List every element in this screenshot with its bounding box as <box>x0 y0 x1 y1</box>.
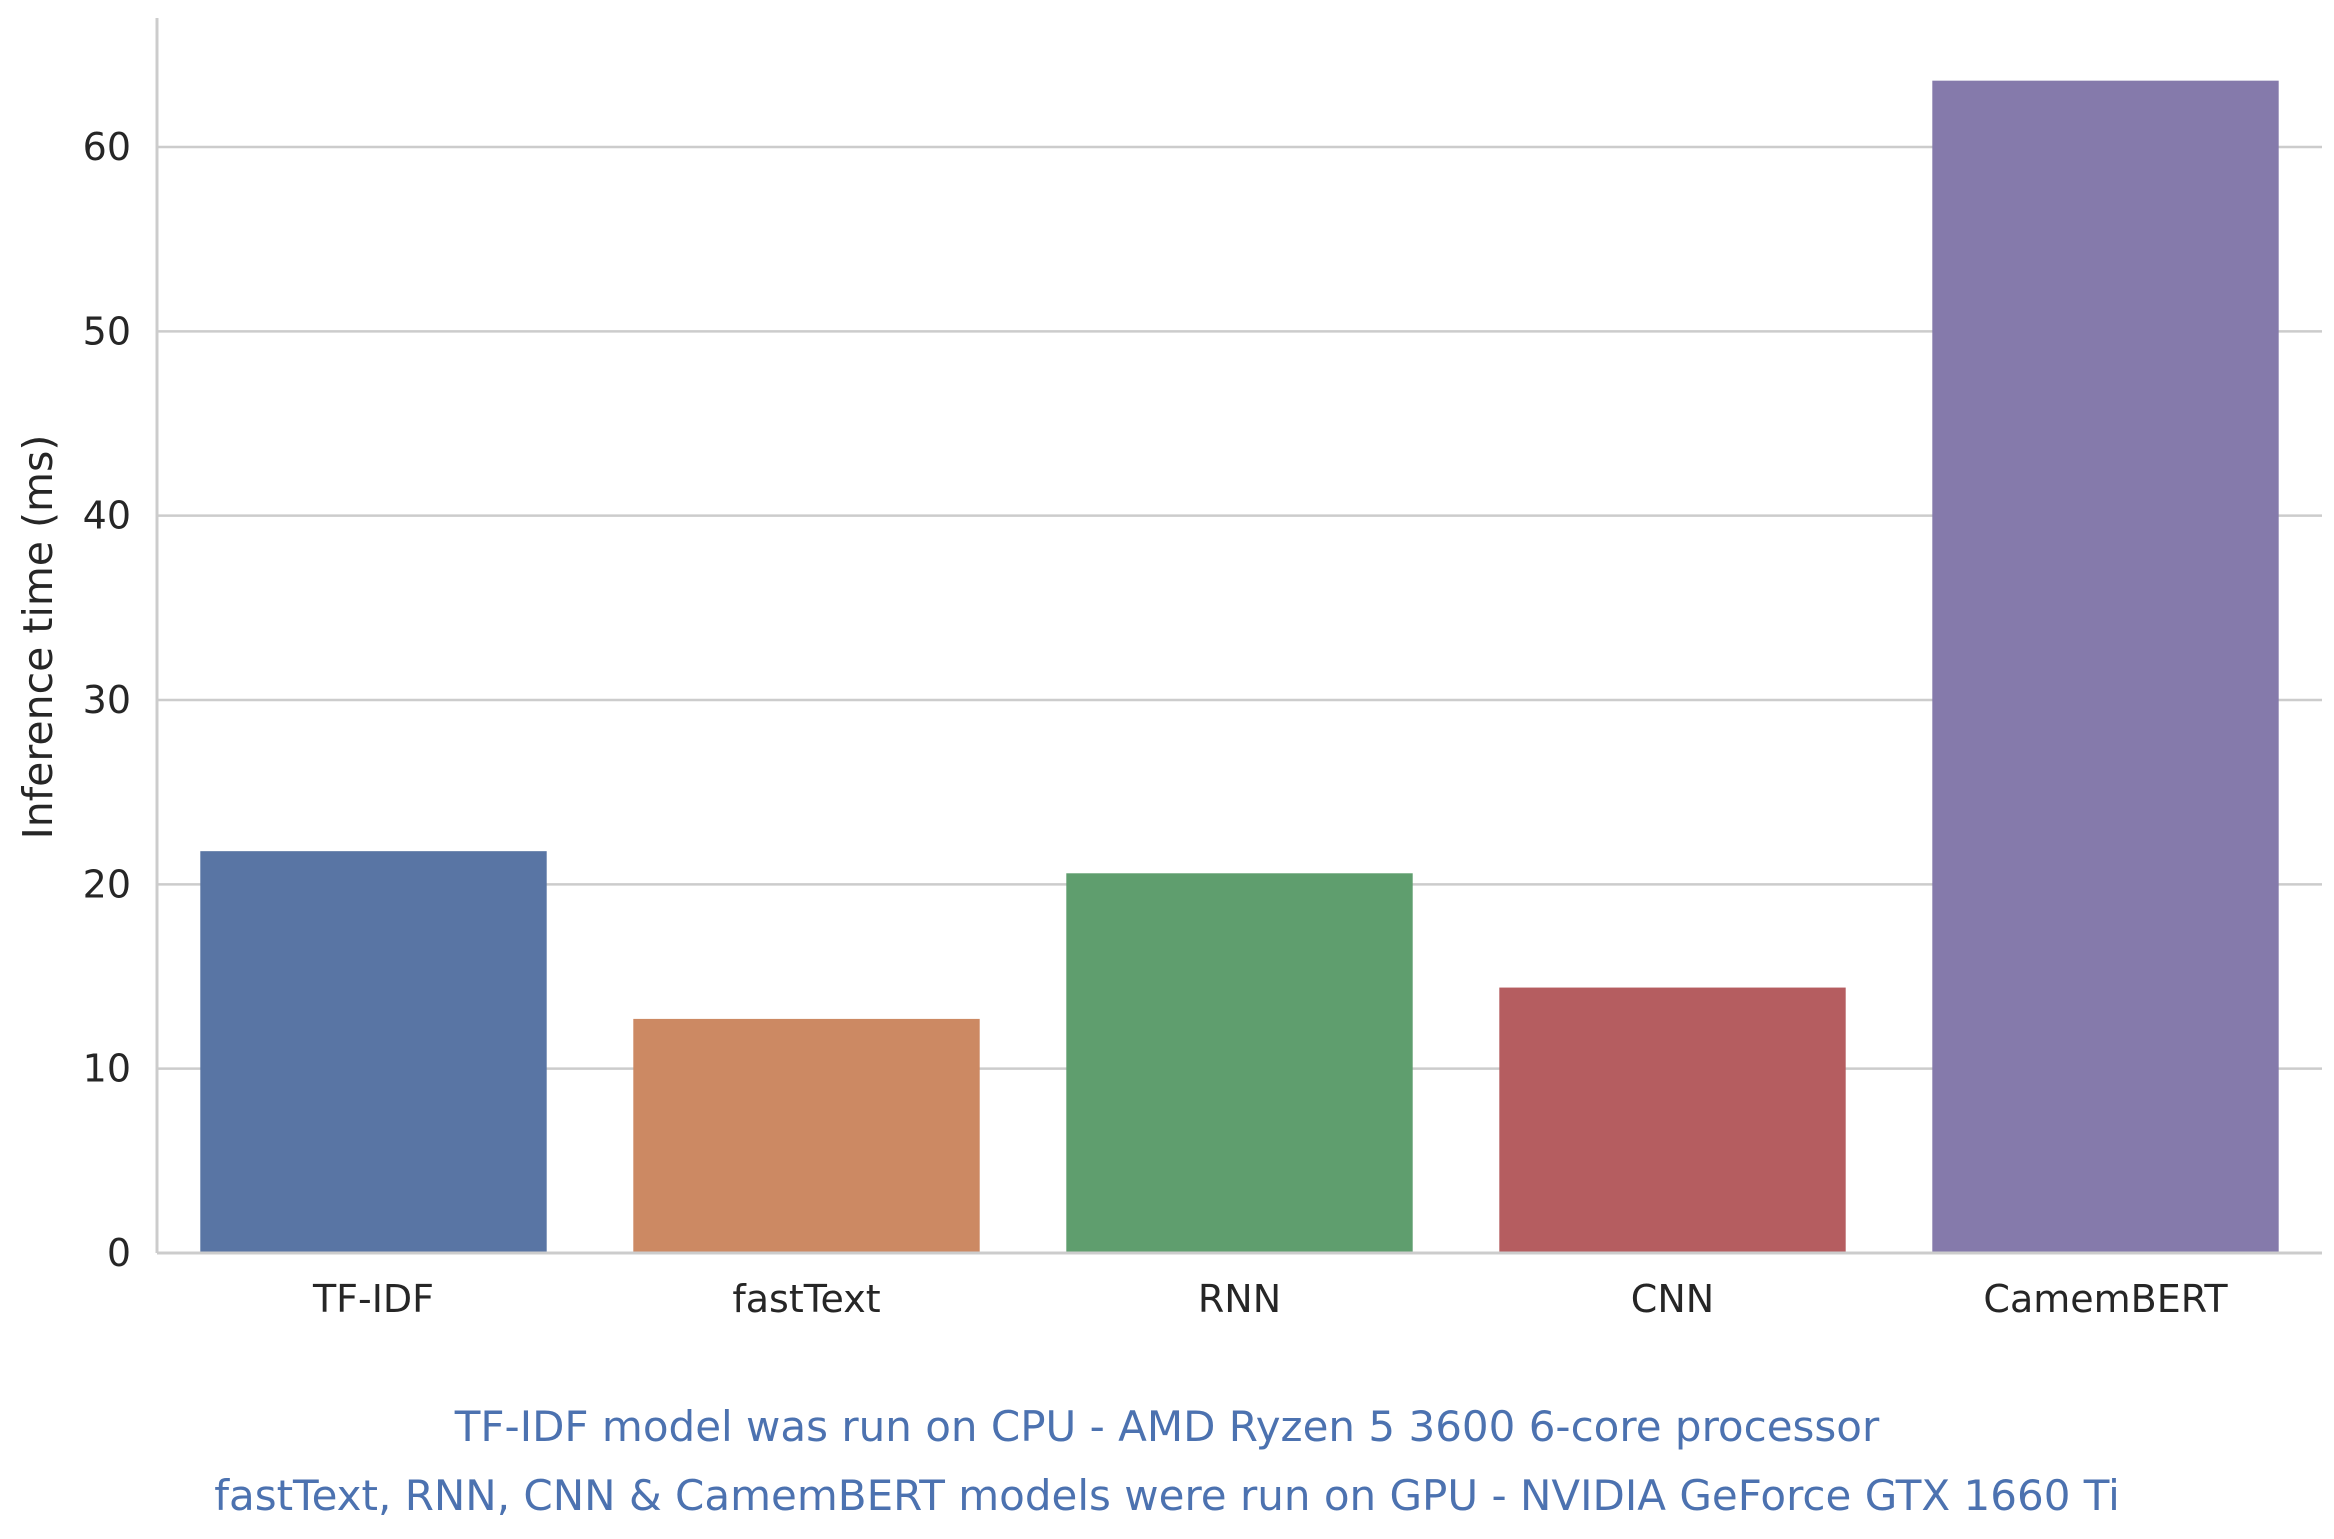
bar-cnn <box>1499 987 1846 1253</box>
cpu-note: TF-IDF model was run on CPU - AMD Ryzen … <box>454 1402 1880 1451</box>
x-tick-label: fastText <box>732 1277 880 1321</box>
gpu-note: fastText, RNN, CNN & CamemBERT models we… <box>214 1471 2120 1520</box>
bars <box>200 80 2279 1254</box>
x-tick-label: CamemBERT <box>1983 1277 2228 1321</box>
y-tick-label: 10 <box>83 1047 131 1091</box>
y-tick-labels: 0 10 20 30 40 50 60 <box>83 125 131 1275</box>
y-tick-label: 20 <box>83 862 131 906</box>
y-tick-label: 30 <box>83 678 131 722</box>
bar-rnn <box>1066 873 1413 1253</box>
x-tick-label: CNN <box>1631 1277 1714 1321</box>
bar-fasttext <box>633 1018 980 1253</box>
x-tick-labels: TF-IDF fastText RNN CNN CamemBERT <box>312 1277 2228 1321</box>
bar-camembert <box>1932 80 2279 1254</box>
x-tick-label: TF-IDF <box>312 1277 434 1321</box>
y-axis-label: Inference time (ms) <box>14 435 62 840</box>
y-tick-label: 40 <box>83 494 131 538</box>
x-tick-label: RNN <box>1198 1277 1281 1321</box>
y-tick-label: 60 <box>83 125 131 169</box>
y-tick-label: 50 <box>83 309 131 353</box>
bar-tf-idf <box>200 851 547 1253</box>
y-tick-label: 0 <box>107 1231 131 1275</box>
